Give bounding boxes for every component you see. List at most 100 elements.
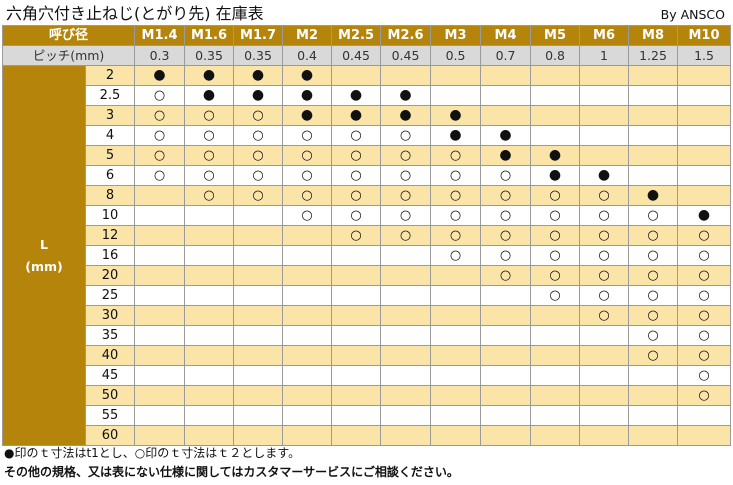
stock-cell: ○ [233, 125, 284, 146]
stock-cell [628, 365, 679, 386]
size-header: M6 [579, 25, 630, 46]
stock-cell [430, 65, 482, 86]
stock-cell [184, 385, 235, 406]
stock-cell: ○ [380, 205, 432, 226]
table-row: 25○○○○○ [3, 285, 732, 306]
stock-cell [480, 325, 532, 346]
stock-cell: ○ [184, 145, 235, 166]
stock-cell [579, 365, 630, 386]
filled-circle-mark: ● [251, 87, 265, 103]
stock-cell [530, 85, 581, 106]
open-circle-mark: ○ [449, 208, 462, 223]
table-row: 16○○○○○○○ [3, 245, 732, 266]
stock-cell [480, 425, 532, 446]
stock-cell: ○ [628, 325, 679, 346]
filled-circle-mark: ● [300, 87, 314, 103]
stock-cell [184, 345, 235, 366]
open-circle-mark: ○ [350, 168, 362, 183]
stock-cell [677, 125, 732, 146]
stock-cell [134, 305, 186, 326]
open-circle-mark: ○ [399, 148, 412, 163]
stock-cell: ● [480, 125, 532, 146]
stock-cell [430, 345, 482, 366]
size-header: M2 [282, 25, 333, 46]
open-circle-mark: ○ [153, 168, 166, 183]
open-circle-mark: ○ [449, 148, 462, 163]
open-circle-mark: ○ [399, 228, 412, 243]
stock-cell [430, 425, 482, 446]
stock-cell: ● [530, 165, 581, 186]
stock-cell [233, 305, 284, 326]
filled-circle-mark: ● [300, 67, 314, 83]
stock-cell [628, 145, 679, 166]
stock-cell: ○ [628, 305, 679, 326]
stock-cell: ○ [628, 225, 679, 246]
stock-cell: ○ [282, 125, 333, 146]
header-row: 呼び径 M1.4M1.6M1.7M2M2.5M2.6M3M4M5M6M8M10M… [1, 25, 732, 46]
stock-cell: ○ [480, 245, 532, 266]
page-title: 六角穴付き止ねじ(とがり先) 在庫表 [6, 4, 264, 23]
stock-cell [134, 385, 186, 406]
stock-cell: ● [282, 105, 333, 126]
open-circle-mark: ○ [549, 268, 561, 283]
open-circle-mark: ○ [499, 208, 512, 223]
pitch-value: 0.35 [233, 45, 284, 66]
stock-cell: ○ [430, 145, 482, 166]
table-row: 45○○ [3, 365, 732, 386]
stock-cell [430, 285, 482, 306]
open-circle-mark: ○ [647, 228, 659, 243]
stock-cell [628, 105, 679, 126]
stock-cell [530, 425, 581, 446]
stock-table: 呼び径 M1.4M1.6M1.7M2M2.5M2.6M3M4M5M6M8M10M… [1, 25, 732, 446]
open-circle-mark: ○ [647, 308, 659, 323]
size-header: M5 [530, 25, 581, 46]
stock-cell [184, 365, 235, 386]
pitch-value: 1 [579, 45, 630, 66]
filled-circle-mark: ● [202, 87, 216, 103]
header-label: 呼び径 [1, 25, 136, 46]
stock-cell [480, 305, 532, 326]
open-circle-mark: ○ [449, 188, 462, 203]
open-circle-mark: ○ [252, 188, 264, 203]
stock-cell: ● [184, 65, 235, 86]
stock-cell: ○ [184, 125, 235, 146]
open-circle-mark: ○ [350, 188, 362, 203]
stock-cell [233, 285, 284, 306]
length-value: 35 [84, 325, 136, 346]
open-circle-mark: ○ [698, 268, 710, 283]
stock-cell: ● [380, 85, 432, 106]
size-header: M4 [480, 25, 532, 46]
open-circle-mark: ○ [499, 228, 512, 243]
stock-cell [530, 385, 581, 406]
stock-cell: ● [282, 85, 333, 106]
stock-cell: ○ [579, 305, 630, 326]
stock-cell [430, 265, 482, 286]
table-row: 35○○○ [3, 325, 732, 346]
open-circle-mark: ○ [647, 288, 659, 303]
stock-cell: ○ [628, 245, 679, 266]
stock-cell: ○ [380, 145, 432, 166]
open-circle-mark: ○ [153, 88, 166, 103]
stock-cell: ○ [430, 225, 482, 246]
stock-cell: ○ [677, 285, 732, 306]
stock-cell [331, 365, 382, 386]
stock-cell [380, 405, 432, 426]
open-circle-mark: ○ [203, 128, 215, 143]
stock-cell [677, 85, 732, 106]
stock-cell [134, 325, 186, 346]
stock-cell: ○ [530, 225, 581, 246]
stock-cell [184, 325, 235, 346]
stock-cell: ● [430, 105, 482, 126]
pitch-value: 0.3 [134, 45, 186, 66]
stock-cell [380, 345, 432, 366]
open-circle-mark: ○ [598, 208, 610, 223]
stock-cell [628, 405, 679, 426]
stock-cell [677, 145, 732, 166]
size-header: M8 [628, 25, 679, 46]
stock-cell [579, 405, 630, 426]
open-circle-mark: ○ [698, 328, 710, 343]
filled-circle-mark: ● [349, 87, 363, 103]
open-circle-mark: ○ [598, 188, 610, 203]
stock-cell [331, 305, 382, 326]
stock-cell [430, 325, 482, 346]
